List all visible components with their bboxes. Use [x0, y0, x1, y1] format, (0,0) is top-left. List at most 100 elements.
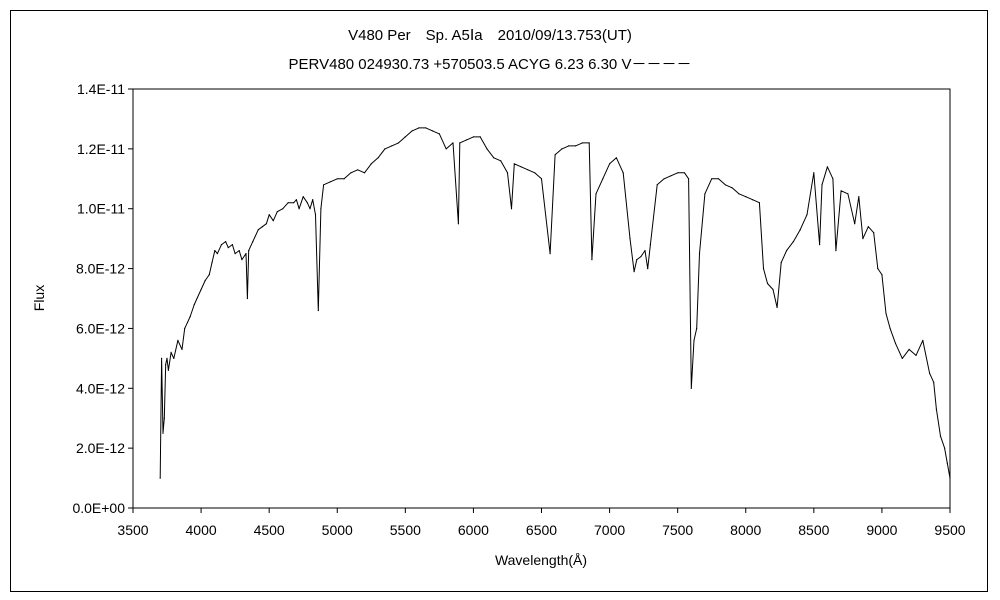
spectrum-data-point: [873, 232, 875, 234]
spectrum-data-point: [591, 259, 593, 261]
spectrum-data-point: [881, 274, 883, 276]
spectrum-data-point: [189, 315, 191, 318]
x-tick-label: 7000: [594, 522, 625, 538]
spectrum-data-point: [472, 136, 474, 138]
spectrum-data-point: [889, 327, 891, 329]
y-tick-label: 1.4E-11: [77, 81, 125, 97]
spectrum-data-point: [225, 241, 227, 243]
spectrum-data-point: [840, 190, 842, 192]
spectrum-data-point: [227, 247, 229, 249]
spectrum-data-point: [929, 372, 931, 374]
spectrum-data-point: [711, 178, 713, 180]
spectrum-data-point: [177, 339, 179, 341]
x-tick-label: 5500: [390, 522, 421, 538]
spectrum-data-point: [568, 145, 570, 147]
spectrum-data-point: [257, 229, 259, 231]
spectrum-data-point: [370, 163, 372, 165]
spectrum-data-point: [163, 417, 165, 419]
spectrum-data-points: [159, 127, 951, 479]
spectrum-data-point: [847, 193, 849, 195]
spectrum-data-point: [167, 369, 169, 371]
spectrum-data-point: [241, 259, 243, 261]
spectrum-data-point: [513, 163, 515, 165]
y-tick-label: 8.0E-12: [76, 261, 125, 277]
spectrum-data-point: [282, 208, 284, 210]
spectrum-data-point: [633, 271, 635, 273]
spectrum-data-point: [622, 172, 624, 174]
spectrum-data-point: [231, 244, 233, 246]
spectrum-data-point: [391, 145, 393, 147]
spectrum-data-point: [411, 130, 413, 132]
spectrum-data-point: [745, 196, 747, 198]
spectrum-data-point: [317, 309, 319, 312]
y-tick-label: 4.0E-12: [76, 380, 125, 396]
spectrum-data-point: [574, 145, 577, 147]
spectrum-data-point: [312, 199, 314, 201]
spectrum-data-point: [295, 199, 297, 201]
y-tick-label: 1.2E-11: [77, 141, 125, 157]
spectrum-data-point: [459, 142, 461, 144]
spectrum-data-point: [693, 339, 695, 341]
spectrum-data-point: [644, 250, 646, 252]
spectrum-data-point: [302, 196, 304, 198]
spectrum-data-point: [165, 363, 167, 365]
x-tick-label: 8500: [798, 522, 829, 538]
spectrum-data-point: [758, 202, 761, 204]
x-tick-label: 6000: [458, 522, 489, 538]
spectrum-data-point: [363, 172, 366, 174]
spectrum-data-point: [350, 172, 352, 174]
spectrum-data-point: [776, 306, 778, 309]
spectrum-data-point: [554, 154, 556, 156]
spectrum-data-point: [762, 268, 765, 270]
spectrum-data-point: [933, 381, 935, 383]
spectrum-data-point: [826, 166, 829, 168]
spectrum-data-point: [922, 339, 924, 341]
spectrum-data-point: [581, 142, 584, 144]
spectrum-data-point: [885, 312, 887, 315]
spectrum-data-point: [159, 477, 161, 479]
spectrum-data-point: [432, 130, 434, 132]
chart-frame: [10, 10, 988, 592]
spectrum-data-point: [939, 435, 942, 437]
spectrum-data-point: [602, 178, 604, 180]
spectrum-data-point: [766, 282, 769, 285]
x-tick-label: 9500: [934, 522, 965, 538]
spectrum-data-point: [200, 288, 202, 291]
x-tick-label: 4000: [186, 522, 217, 538]
spectrum-data-point: [170, 351, 172, 353]
spectrum-data-point: [493, 157, 495, 159]
spectrum-data-point: [561, 148, 563, 150]
spectrum-data-point: [252, 241, 254, 243]
spectrum-data-point: [510, 208, 513, 210]
spectrum-data-point: [854, 223, 856, 225]
spectrum-data-point: [214, 250, 216, 252]
spectrum-data-point: [404, 136, 406, 138]
x-tick-label: 5000: [322, 522, 353, 538]
x-tick-label: 6500: [526, 522, 557, 538]
spectrum-data-point: [835, 250, 837, 252]
spectrum-data-point: [683, 172, 686, 174]
spectrum-data-point: [323, 184, 325, 186]
spectrum-data-point: [915, 354, 917, 356]
spectrum-data-point: [276, 211, 278, 213]
spectrum-data-point: [690, 387, 692, 389]
spectrum-data-point: [731, 187, 733, 189]
spectrum-data-point: [832, 178, 834, 180]
spectrum-data-point: [211, 262, 213, 264]
spectrum-data-point: [540, 178, 543, 180]
spectrum-data-point: [944, 447, 946, 449]
spectrum-data-point: [220, 244, 223, 246]
x-axis: 3500 4000 4500 5000 5500 6000 6500 7000 7500 8000…: [117, 508, 966, 538]
y-tick-label: 2.0E-12: [76, 440, 125, 456]
spectrum-data-point: [245, 253, 247, 255]
spectrum-data-point: [418, 127, 420, 129]
spectrum-data-point: [894, 342, 897, 344]
spectrum-data-point: [314, 214, 317, 216]
y-tick-label: 1.0E-11: [77, 201, 125, 217]
spectrum-data-point: [329, 181, 331, 183]
spectrum-data-point: [534, 172, 536, 174]
spectrum-data-point: [500, 160, 502, 162]
spectrum-data-point: [663, 178, 665, 180]
y-axis-label: Flux: [31, 285, 47, 311]
